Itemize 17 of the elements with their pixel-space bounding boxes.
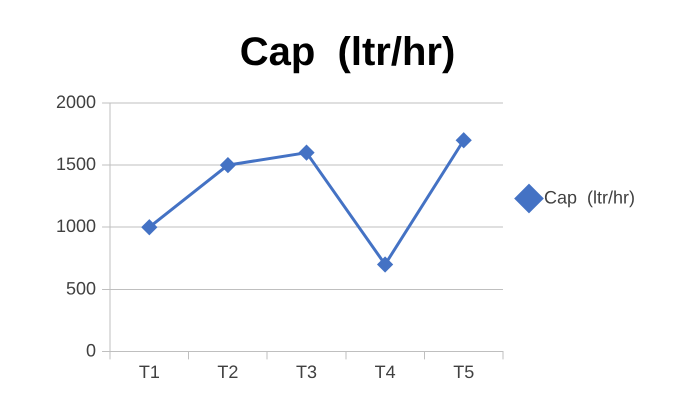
legend-label: Cap (ltr/hr) [544, 187, 636, 208]
y-tick-label: 0 [86, 340, 96, 360]
chart-title: Cap (ltr/hr) [240, 30, 456, 74]
y-tick-label: 1000 [56, 216, 96, 236]
point [299, 145, 314, 160]
x-tick-label: T2 [217, 362, 238, 382]
point [456, 132, 472, 148]
x-tick-label: T4 [374, 362, 396, 382]
y-tick-label: 2000 [56, 92, 96, 112]
x-tick-label: T1 [138, 362, 160, 382]
point [220, 158, 236, 173]
point [142, 220, 157, 235]
y-tick-label: 500 [66, 278, 96, 298]
x-tick-label: T5 [453, 362, 474, 382]
x-tick-label: T3 [296, 362, 318, 382]
y-tick-label: 1500 [56, 154, 96, 174]
point [378, 256, 393, 272]
